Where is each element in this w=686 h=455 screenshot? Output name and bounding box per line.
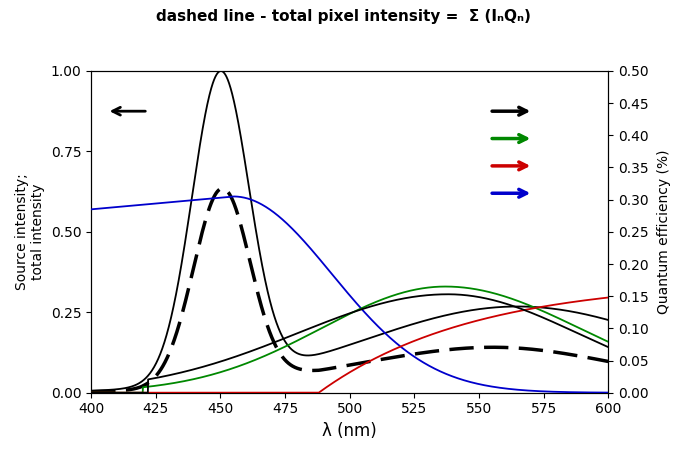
Y-axis label: Source intensity;
total intensity: Source intensity; total intensity [15,173,45,290]
X-axis label: λ (nm): λ (nm) [322,422,377,440]
Text: dashed line - total pixel intensity =  Σ (IₙQₙ): dashed line - total pixel intensity = Σ … [156,9,530,24]
Y-axis label: Quantum efficiency (%): Quantum efficiency (%) [657,150,671,314]
